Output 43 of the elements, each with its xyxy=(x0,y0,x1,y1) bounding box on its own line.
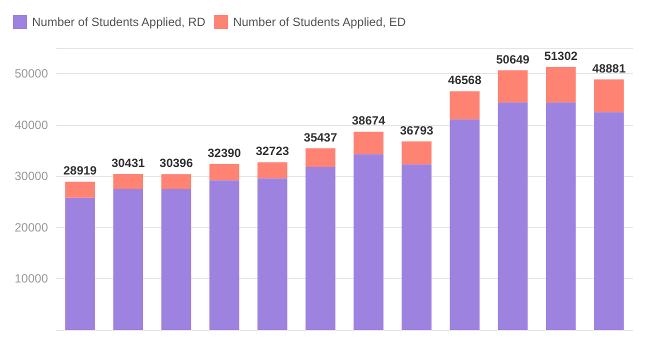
bar xyxy=(209,164,240,180)
y-tick-label: 10000 xyxy=(14,272,48,286)
total-label: 28919 xyxy=(63,164,98,178)
bar xyxy=(594,112,624,330)
total-label: 32723 xyxy=(256,144,290,158)
bar xyxy=(257,162,288,178)
bar xyxy=(498,70,528,102)
total-label: 51302 xyxy=(544,48,578,63)
bar xyxy=(498,102,528,330)
bar xyxy=(450,119,480,330)
legend-label: Number of Students Applied, ED xyxy=(233,15,406,29)
bar xyxy=(113,189,144,330)
total-label: 38674 xyxy=(352,114,386,128)
total-label: 48881 xyxy=(592,61,626,76)
total-label: 32390 xyxy=(208,146,242,160)
legend-label: Number of Students Applied, RD xyxy=(32,15,206,29)
bar xyxy=(65,198,95,330)
bar xyxy=(594,79,624,112)
bar xyxy=(113,174,144,189)
y-tick-label: 30000 xyxy=(14,169,48,184)
bar xyxy=(546,102,576,330)
bar xyxy=(354,154,384,330)
total-label: 35437 xyxy=(304,130,338,144)
bar xyxy=(257,178,288,330)
y-tick-label: 20000 xyxy=(14,220,48,234)
bar xyxy=(450,91,480,120)
y-tick-label: 50000 xyxy=(14,66,48,81)
bar xyxy=(546,66,576,102)
bar xyxy=(354,132,384,154)
total-label: 50649 xyxy=(496,52,530,66)
bar xyxy=(161,189,192,330)
bar xyxy=(306,148,336,167)
bar xyxy=(209,180,240,330)
total-label: 30431 xyxy=(111,156,146,170)
y-tick-label: 40000 xyxy=(14,118,48,132)
bar xyxy=(306,166,336,330)
bar xyxy=(65,182,95,198)
bar xyxy=(161,174,192,189)
total-label: 36793 xyxy=(400,123,434,138)
bar xyxy=(402,141,432,164)
total-label: 30396 xyxy=(160,156,194,170)
total-label: 46568 xyxy=(448,73,482,88)
bar xyxy=(402,164,432,330)
